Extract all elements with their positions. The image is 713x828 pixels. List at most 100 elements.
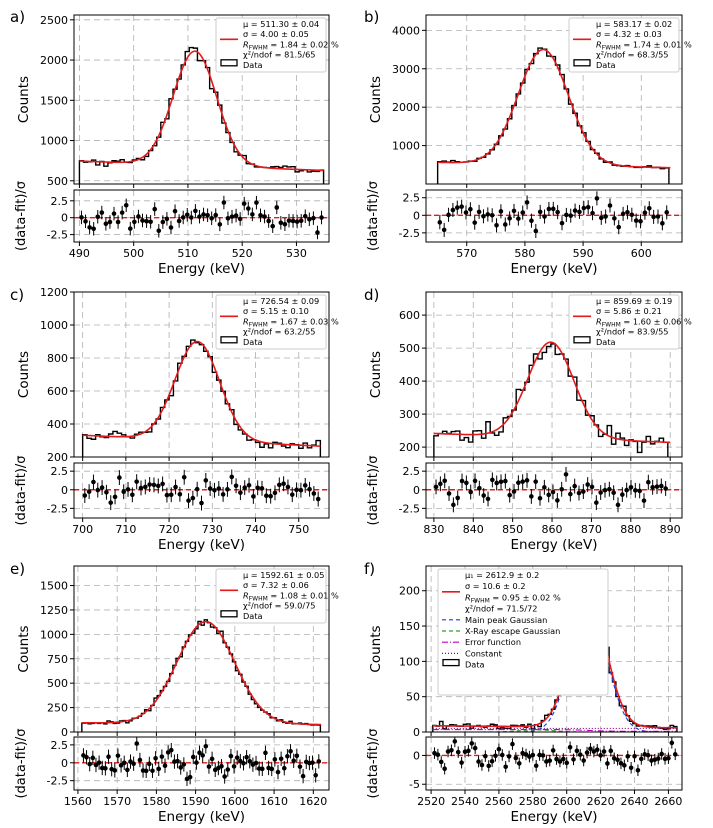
- y-tick-label: 50: [406, 691, 420, 704]
- residual-point: [168, 747, 174, 753]
- y-tick-label: 200: [399, 585, 420, 598]
- residual-point: [134, 741, 140, 746]
- panel-3: d) 830 840 850 860 870 880 890 200 300 400 500 600 -2…: [364, 286, 692, 553]
- residual-point: [228, 753, 234, 759]
- residual-point: [611, 490, 616, 496]
- legend-text: μ₁ = 2612.9 ± 0.2: [465, 570, 539, 580]
- y-tick-label: 250: [47, 702, 68, 715]
- x-tick-label: 750: [288, 523, 309, 536]
- residual-point: [95, 487, 101, 493]
- residual-point: [594, 500, 599, 505]
- residual-point: [220, 492, 226, 497]
- residual-point: [620, 211, 626, 217]
- fit-curve: [79, 50, 324, 172]
- residual-point: [87, 761, 92, 767]
- residual-point: [254, 200, 259, 205]
- residual-point: [651, 214, 656, 220]
- legend-text-part: FWHM: [602, 321, 621, 328]
- residual-point: [247, 758, 253, 764]
- residual-point: [568, 491, 573, 497]
- residual-point: [542, 485, 547, 490]
- residual-axes-frame: [73, 189, 330, 243]
- residual-point: [463, 210, 469, 215]
- legend-text: χ²/ndof = 83.9/55: [596, 327, 669, 337]
- legend-text: RFWHM = 0.95 ± 0.02 %: [465, 592, 561, 604]
- residual-point: [635, 767, 641, 773]
- residual-point: [229, 474, 235, 480]
- residual-point: [298, 218, 304, 224]
- residual-point: [184, 212, 190, 218]
- residual-point: [268, 493, 273, 499]
- residual-point: [633, 218, 639, 223]
- residual-point: [564, 212, 569, 218]
- x-axis-label: Energy (keV): [158, 537, 245, 553]
- residual-point: [602, 487, 608, 493]
- y-tick-label: 0: [61, 726, 68, 739]
- residual-point: [472, 220, 478, 225]
- residual-point: [119, 210, 125, 215]
- residual-point: [446, 491, 452, 496]
- residual-point: [550, 206, 556, 212]
- residual-point: [315, 496, 321, 502]
- residual-point: [197, 750, 202, 755]
- residual-point: [164, 492, 170, 498]
- legend-text: X-Ray escape Gaussian: [465, 626, 560, 636]
- y-tick-label: 100: [399, 655, 420, 668]
- residual-y-tick-label: -2.5: [47, 775, 68, 788]
- x-tick-label: 600: [631, 247, 652, 260]
- residual-point: [207, 486, 213, 491]
- residual-point: [481, 493, 486, 498]
- legend-box: [215, 294, 327, 350]
- residual-point: [291, 758, 296, 764]
- y-tick-label: 1000: [40, 319, 68, 332]
- x-tick-label: 720: [159, 523, 180, 536]
- y-tick-label: 400: [399, 375, 420, 388]
- residual-point: [498, 209, 504, 214]
- main-axes-frame: [73, 565, 330, 733]
- legend-text: RFWHM = 1.84 ± 0.02 %: [243, 39, 339, 51]
- residual-point: [79, 215, 84, 220]
- residual-point: [472, 745, 478, 751]
- residual-point: [294, 487, 299, 493]
- legend-box: [215, 568, 327, 624]
- panel-5: f) 2520 2540 2560 2580 2600 2620 2640 2660 0 50 100…: [364, 560, 683, 825]
- legend-text: μ = 726.54 ± 0.09: [243, 296, 319, 306]
- legend-text: χ²/ndof = 71.5/72: [465, 604, 538, 614]
- residual-point: [547, 758, 553, 763]
- residual-point: [213, 212, 219, 218]
- panel-0: a) 490 500 510 520 530 500 1000 1500 2000 2500 -2.5…: [10, 8, 339, 277]
- legend-text: σ = 4.32 ± 0.03: [596, 29, 662, 39]
- residual-point: [438, 481, 443, 487]
- residual-point: [568, 213, 574, 218]
- fit-curve: [433, 341, 671, 444]
- residual-point: [459, 478, 465, 484]
- residual-points: [81, 737, 322, 787]
- residual-point: [479, 762, 485, 768]
- residual-point: [655, 214, 661, 219]
- residual-point: [530, 752, 536, 758]
- residual-point: [622, 763, 627, 768]
- residual-point: [278, 756, 284, 762]
- residual-point: [152, 206, 158, 212]
- residual-point: [516, 216, 521, 221]
- residual-point: [618, 761, 624, 766]
- residual-point: [494, 480, 499, 486]
- residual-point: [156, 228, 162, 234]
- residual-point: [533, 228, 539, 234]
- residual-point: [91, 479, 96, 485]
- residual-point: [82, 493, 88, 498]
- x-tick-label: 890: [660, 523, 681, 536]
- residual-point: [84, 754, 89, 760]
- residual-point: [650, 484, 655, 490]
- residual-point: [628, 484, 634, 490]
- residual-point: [555, 209, 560, 215]
- residual-y-tick-label: 2.5: [403, 465, 421, 478]
- residual-point: [555, 498, 560, 503]
- legend-text: Data: [596, 60, 616, 70]
- residual-point: [251, 494, 256, 499]
- data-histogram: [78, 46, 325, 184]
- residual-point: [298, 487, 304, 493]
- residual-point: [628, 765, 634, 771]
- y-tick-label: 500: [399, 342, 420, 355]
